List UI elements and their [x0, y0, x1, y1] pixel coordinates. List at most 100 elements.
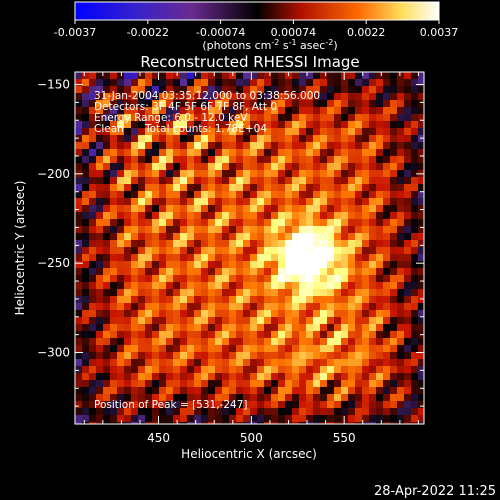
heatmap-cell: [411, 317, 418, 324]
heatmap-cell: [208, 247, 215, 254]
heatmap-cell: [110, 324, 117, 331]
heatmap-cell: [117, 387, 124, 394]
heatmap-cell: [383, 128, 390, 135]
heatmap-cell: [292, 170, 299, 177]
heatmap-cell: [229, 275, 236, 282]
heatmap-cell: [131, 408, 138, 415]
heatmap-cell: [194, 373, 201, 380]
heatmap-cell: [341, 338, 348, 345]
heatmap-cell: [369, 198, 376, 205]
heatmap-cell: [355, 149, 362, 156]
heatmap-cell: [271, 387, 278, 394]
heatmap-cell: [201, 191, 208, 198]
heatmap-cell: [418, 79, 424, 86]
heatmap-cell: [194, 79, 201, 86]
heatmap-cell: [215, 296, 222, 303]
heatmap-cell: [82, 156, 89, 163]
heatmap-cell: [250, 156, 257, 163]
heatmap-cell: [278, 219, 285, 226]
heatmap-cell: [152, 345, 159, 352]
heatmap-cell: [362, 212, 369, 219]
heatmap-cell: [173, 324, 180, 331]
heatmap-cell: [82, 198, 89, 205]
heatmap-cell: [124, 373, 131, 380]
heatmap-cell: [173, 93, 180, 100]
heatmap-cell: [145, 373, 152, 380]
heatmap-cell: [411, 380, 418, 387]
heatmap-cell: [117, 352, 124, 359]
heatmap-cell: [152, 331, 159, 338]
heatmap-cell: [306, 93, 313, 100]
heatmap-cell: [173, 219, 180, 226]
heatmap-cell: [138, 254, 145, 261]
heatmap-cell: [397, 163, 404, 170]
heatmap-cell: [306, 177, 313, 184]
heatmap-cell: [376, 226, 383, 233]
heatmap-cell: [180, 317, 187, 324]
heatmap-cell: [341, 268, 348, 275]
heatmap-cell: [348, 359, 355, 366]
heatmap-cell: [362, 247, 369, 254]
heatmap-cell: [383, 219, 390, 226]
heatmap-cell: [131, 86, 138, 93]
heatmap-cell: [229, 359, 236, 366]
heatmap-cell: [369, 212, 376, 219]
heatmap-cell: [341, 275, 348, 282]
heatmap-cell: [411, 310, 418, 317]
heatmap-cell: [89, 338, 96, 345]
heatmap-cell: [411, 86, 418, 93]
heatmap-cell: [383, 163, 390, 170]
heatmap-cell: [306, 233, 313, 240]
heatmap-cell: [348, 219, 355, 226]
heatmap-cell: [404, 170, 411, 177]
heatmap-cell: [229, 233, 236, 240]
heatmap-cell: [110, 282, 117, 289]
heatmap-cell: [131, 338, 138, 345]
heatmap-cell: [411, 177, 418, 184]
heatmap-cell: [159, 275, 166, 282]
axes: 450 500 550−150−200−250−300: [37, 72, 424, 445]
heatmap-cell: [89, 177, 96, 184]
heatmap-cell: [285, 380, 292, 387]
heatmap-cell: [173, 226, 180, 233]
heatmap-cell: [299, 303, 306, 310]
heatmap-cell: [348, 422, 355, 424]
heatmap-cell: [82, 387, 89, 394]
heatmap-cell: [250, 247, 257, 254]
heatmap-cell: [292, 268, 299, 275]
heatmap-cell: [236, 149, 243, 156]
heatmap-cell: [75, 72, 82, 79]
heatmap-cell: [138, 86, 145, 93]
heatmap-cell: [145, 261, 152, 268]
heatmap-cell: [376, 261, 383, 268]
heatmap-cell: [82, 128, 89, 135]
heatmap-cell: [306, 219, 313, 226]
heatmap-cell: [117, 394, 124, 401]
heatmap-cell: [180, 233, 187, 240]
heatmap-cell: [75, 226, 82, 233]
heatmap-cell: [397, 170, 404, 177]
heatmap-cell: [229, 303, 236, 310]
heatmap-cell: [271, 205, 278, 212]
heatmap-cell: [341, 310, 348, 317]
heatmap-cell: [110, 380, 117, 387]
heatmap-cell: [117, 254, 124, 261]
annotation-block: 31-Jan-2004 03:35:12.000 to 03:38:56.000…: [94, 90, 320, 411]
heatmap-cell: [376, 107, 383, 114]
heatmap-cell: [145, 254, 152, 261]
heatmap-cell: [194, 212, 201, 219]
heatmap-cell: [411, 233, 418, 240]
heatmap-cell: [229, 380, 236, 387]
heatmap-cell: [131, 380, 138, 387]
heatmap-cell: [334, 163, 341, 170]
heatmap-cell: [397, 212, 404, 219]
heatmap-cell: [180, 135, 187, 142]
heatmap-cell: [334, 121, 341, 128]
heatmap-cell: [215, 93, 222, 100]
heatmap-cell: [327, 359, 334, 366]
heatmap-cell: [173, 233, 180, 240]
heatmap-cell: [341, 282, 348, 289]
heatmap-cell: [362, 261, 369, 268]
heatmap-cell: [222, 408, 229, 415]
heatmap-cell: [383, 100, 390, 107]
